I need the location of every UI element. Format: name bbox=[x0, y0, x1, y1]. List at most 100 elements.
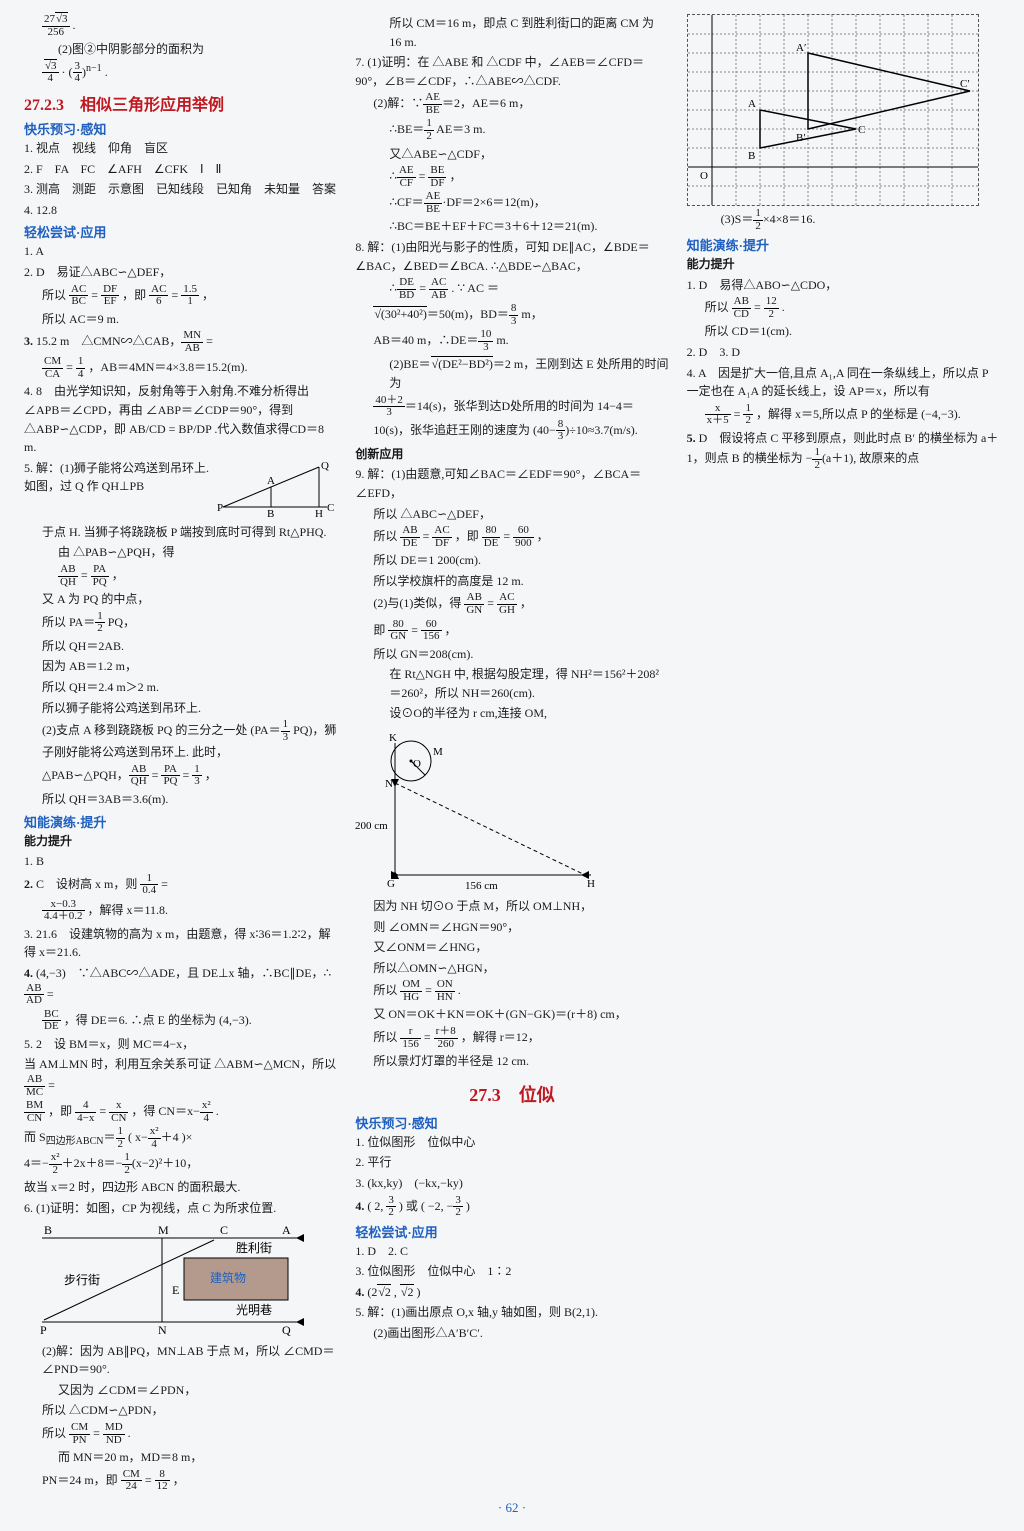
svg-text:A′: A′ bbox=[796, 42, 806, 54]
item: 6. (1)证明：如图，CP 为视线，点 C 为所求位置. bbox=[24, 1199, 337, 1218]
svg-text:C: C bbox=[858, 124, 865, 136]
item: 3. 测高 测距 示意图 已知线段 已知角 未知量 答案 bbox=[24, 180, 337, 199]
svg-text:Q: Q bbox=[321, 460, 329, 472]
svg-text:P: P bbox=[40, 1323, 47, 1337]
svg-text:B: B bbox=[267, 508, 274, 520]
item: 设⊙O的半径为 r cm,连接 OM, bbox=[355, 704, 668, 723]
item: 因为 AB＝1.2 m， bbox=[24, 657, 337, 676]
item: 又 A 为 PQ 的中点， bbox=[24, 590, 337, 609]
svg-text:胜利街: 胜利街 bbox=[236, 1240, 272, 1255]
know-practice-2: 知能演练·提升 bbox=[687, 235, 1000, 254]
svg-text:建筑物: 建筑物 bbox=[210, 1270, 246, 1285]
item: 所以△OMN∽△HGN， bbox=[355, 959, 668, 978]
item: 1. 视点 视线 仰角 盲区 bbox=[24, 139, 337, 158]
item: 2. 平行 bbox=[355, 1153, 668, 1172]
item: 而 MN＝20 m，MD＝8 m， bbox=[24, 1448, 337, 1467]
know-practice: 知能演练·提升 bbox=[24, 812, 337, 831]
easy-try-2: 轻松尝试·应用 bbox=[355, 1222, 668, 1241]
section-27-2-3: 27.2.3 相似三角形应用举例 bbox=[24, 91, 337, 115]
item: (2)解：因为 AB∥PQ，MN⊥AB 于点 M，所以 ∠CMD＝∠PND＝90… bbox=[24, 1342, 337, 1379]
svg-text:B′: B′ bbox=[796, 132, 806, 144]
svg-text:156 cm: 156 cm bbox=[465, 880, 498, 892]
svg-text:K: K bbox=[389, 732, 397, 744]
item: 3. 21.6 设建筑物的高为 x m，由题意，得 x∶36＝1.2∶2，解得 … bbox=[24, 925, 337, 962]
item: 故当 x＝2 时，四边形 ABCN 的面积最大. bbox=[24, 1178, 337, 1197]
item: 所以 CD＝1(cm). bbox=[687, 322, 1000, 341]
item: 9. 解：(1)由题意,可知∠BAC＝∠EDF＝90°，∠BCA＝∠EFD， bbox=[355, 465, 668, 502]
fig-pq-triangle: P A Q B H C bbox=[215, 459, 335, 521]
item: 4. A 因是扩大一倍,且点 A₁,A 同在一条纵线上，所以点 P 一定也在 A… bbox=[687, 364, 1000, 401]
fig-grid: A B C A′ B′ C′ O bbox=[687, 14, 979, 206]
svg-text:P: P bbox=[217, 502, 223, 514]
item: 由 △PAB∽△PQH，得 bbox=[24, 543, 337, 562]
item: 所以 AC＝9 m. bbox=[24, 310, 337, 329]
svg-text:O: O bbox=[700, 170, 708, 182]
svg-text:步行街: 步行街 bbox=[64, 1273, 100, 1287]
fig-circle-tangent: K M O N G H 200 cm 156 cm bbox=[355, 725, 605, 895]
svg-text:M: M bbox=[433, 746, 443, 758]
easy-try: 轻松尝试·应用 bbox=[24, 222, 337, 241]
svg-text:H: H bbox=[315, 508, 323, 520]
item: 则 ∠OMN＝∠HGN＝90°， bbox=[355, 918, 668, 937]
svg-text:C: C bbox=[220, 1223, 228, 1237]
item: 所以 DE＝1 200(cm). bbox=[355, 551, 668, 570]
ability-up: 能力提升 bbox=[24, 832, 337, 851]
item: 2. D 3. D bbox=[687, 343, 1000, 362]
svg-text:H: H bbox=[587, 878, 595, 890]
svg-text:Q: Q bbox=[282, 1323, 291, 1337]
item: 1. A bbox=[24, 242, 337, 261]
item: 所以 QH＝3AB＝3.6(m). bbox=[24, 790, 337, 809]
svg-text:B: B bbox=[748, 150, 755, 162]
item: 5. 解：(1)画出原点 O,x 轴,y 轴如图，则 B(2,1). bbox=[355, 1303, 668, 1322]
svg-text:A: A bbox=[267, 475, 275, 487]
svg-text:A: A bbox=[748, 98, 756, 110]
svg-text:M: M bbox=[158, 1223, 169, 1237]
fig-street: B M C A P N Q E 步行街 建筑物 胜利街 光明巷 bbox=[24, 1220, 314, 1340]
text: (2)图②中阴影部分的面积为 bbox=[24, 40, 337, 59]
svg-text:A: A bbox=[282, 1223, 291, 1237]
item: 4. 8 由光学知识知，反射角等于入射角.不难分析得出 ∠APB＝∠CPD，再由… bbox=[24, 382, 337, 456]
item: 4. 12.8 bbox=[24, 201, 337, 220]
item: 所以学校旗杆的高度是 12 m. bbox=[355, 572, 668, 591]
item: 8. 解：(1)由阳光与影子的性质，可知 DE∥AC，∠BDE＝∠BAC，∠BE… bbox=[355, 238, 668, 275]
item: 5. 解：(1)狮子能将公鸡送到吊环上. 如图，过 Q 作 QH⊥PB bbox=[24, 461, 209, 494]
item: 所以 QH＝2AB. bbox=[24, 637, 337, 656]
svg-text:O: O bbox=[413, 758, 421, 770]
item: 所以 QH＝2.4 m＞2 m. bbox=[24, 678, 337, 697]
item: 所以狮子能将公鸡送到吊环上. bbox=[24, 699, 337, 718]
svg-text:C: C bbox=[327, 502, 334, 514]
section-27-3: 27.3 位似 bbox=[355, 1081, 668, 1107]
item: 所以 CM＝16 m，即点 C 到胜利街口的距离 CM 为 16 m. bbox=[355, 14, 668, 51]
item: 2. D 易证△ABC∽△DEF， bbox=[24, 263, 337, 282]
item: 当 AM⊥MN 时，利用互余关系可证 △ABM∽△MCN，所以 ABMC = bbox=[24, 1055, 337, 1098]
item: 又 ON＝OK＋KN＝OK＋(GN−GK)＝(r＋8) cm， bbox=[355, 1005, 668, 1024]
item: 1. 位似图形 位似中心 bbox=[355, 1133, 668, 1152]
svg-text:G: G bbox=[387, 878, 395, 890]
item: 又因为 ∠CDM＝∠PDN， bbox=[24, 1381, 337, 1400]
item: 3. 位似图形 位似中心 1∶2 bbox=[355, 1262, 668, 1281]
item: 又∠ONM＝∠HNG， bbox=[355, 938, 668, 957]
innovation: 创新应用 bbox=[355, 445, 668, 464]
item: 所以 △ABC∽△DEF， bbox=[355, 505, 668, 524]
svg-text:200 cm: 200 cm bbox=[355, 820, 388, 832]
item: 于点 H. 当狮子将跷跷板 P 端按到底时可得到 Rt△PHQ. bbox=[24, 523, 337, 542]
item: 所以 △CDM∽△PDN， bbox=[24, 1401, 337, 1420]
happy-preview-2: 快乐预习·感知 bbox=[355, 1113, 668, 1132]
item: 所以 GN＝208(cm). bbox=[355, 645, 668, 664]
item: 1. B bbox=[24, 852, 337, 871]
page-number: · 62 · bbox=[24, 1500, 1000, 1516]
item: 7. (1)证明：在 △ABE 和 △CDF 中，∠AEB＝∠CFD＝90°，∠… bbox=[355, 53, 668, 90]
item: 1. D 易得△ABO∽△CDO， bbox=[687, 276, 1000, 295]
happy-preview: 快乐预习·感知 bbox=[24, 119, 337, 138]
item: 因为 NH 切⊙O 于点 M，所以 OM⊥NH， bbox=[355, 897, 668, 916]
item: ∴BC＝BE＋EF＋FC＝3＋6＋12＝21(m). bbox=[355, 217, 668, 236]
svg-text:C′: C′ bbox=[960, 78, 970, 90]
item: 3. (kx,ky) (−kx,−ky) bbox=[355, 1174, 668, 1193]
item: 2. F FA FC ∠AFH ∠CFK Ⅰ Ⅱ bbox=[24, 160, 337, 179]
svg-text:E: E bbox=[172, 1283, 179, 1297]
item: 5. 2 设 BM＝x，则 MC＝4−x， bbox=[24, 1035, 337, 1054]
svg-text:B: B bbox=[44, 1223, 52, 1237]
item: (2)画出图形△A′B′C′. bbox=[355, 1324, 668, 1343]
item: 又△ABE∽△CDF， bbox=[355, 145, 668, 164]
item: 所以景灯灯罩的半径是 12 cm. bbox=[355, 1052, 668, 1071]
